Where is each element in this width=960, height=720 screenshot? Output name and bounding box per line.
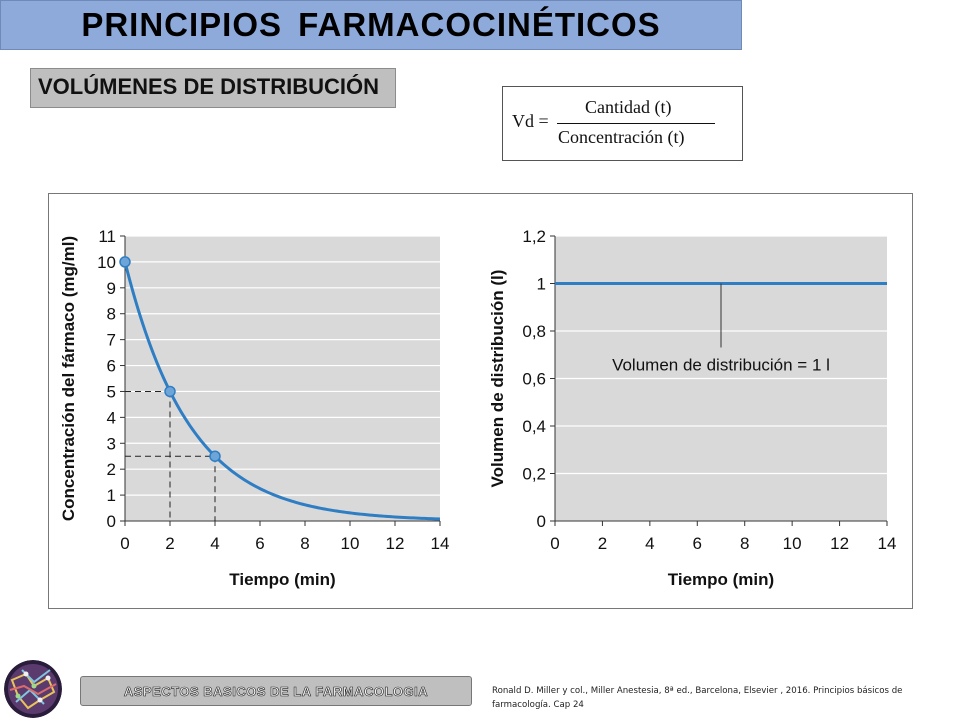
x-tick-label: 10 — [341, 534, 360, 553]
y-tick-label: 2 — [107, 460, 116, 479]
series-line-0-0 — [123, 261, 441, 521]
y-tick-label: 10 — [97, 253, 116, 272]
y-tick-label: 0,6 — [522, 370, 546, 389]
x-tick-label: 12 — [386, 534, 405, 553]
annotation-label: Volumen de distribución = 1 l — [612, 356, 830, 375]
y-tick-label: 0 — [537, 512, 546, 531]
x-tick-label: 8 — [740, 534, 749, 553]
y-tick-label: 3 — [107, 434, 116, 453]
x-tick-label: 2 — [598, 534, 607, 553]
plot-area-0 — [125, 236, 440, 521]
footer-banner: ASPECTOS BASICOS DE LA FARMACOLOGIA — [80, 676, 472, 706]
molecule-logo-icon — [4, 660, 62, 718]
y-tick-label: 8 — [107, 305, 116, 324]
x-tick-label: 14 — [431, 534, 450, 553]
data-point — [119, 256, 131, 268]
y-tick-label: 5 — [107, 382, 116, 401]
fraction-bar — [557, 123, 715, 124]
x-axis-label: Tiempo (min) — [668, 570, 774, 589]
data-point — [209, 450, 221, 462]
x-tick-label: 0 — [550, 534, 559, 553]
y-tick-label: 7 — [107, 331, 116, 350]
slide-subtitle: VOLÚMENES DE DISTRIBUCIÓN — [38, 74, 380, 99]
y-tick-label: 0,4 — [522, 417, 546, 436]
x-tick-label: 4 — [645, 534, 654, 553]
subtitle-box — [30, 68, 396, 108]
figure-panel: 0 1 2 3 4 5 6 7 8 9 10 11 0 2 4 6 8 10 12 14 Tiempo (min) Con… — [48, 193, 913, 609]
formula-denominator: Concentración (t) — [558, 127, 685, 147]
x-tick-label: 4 — [210, 534, 219, 553]
formula-lhs: Vd = — [512, 111, 549, 131]
x-tick-label: 10 — [783, 534, 802, 553]
y-tick-label: 0,8 — [522, 322, 546, 341]
citation-text: Ronald D. Miller y col., Miller Anestesi… — [492, 686, 903, 710]
x-tick-label: 2 — [165, 534, 174, 553]
x-tick-label: 8 — [300, 534, 309, 553]
x-tick-label: 14 — [878, 534, 897, 553]
slide-title: PRINCIPIOS FARMACOCINÉTICOS — [81, 6, 661, 43]
x-axis-label: Tiempo (min) — [229, 570, 335, 589]
molecule-logo — [4, 660, 62, 718]
formula-numerator: Cantidad (t) — [585, 97, 672, 117]
x-tick-label: 12 — [830, 534, 849, 553]
footer-banner-text: ASPECTOS BASICOS DE LA FARMACOLOGIA — [123, 683, 429, 699]
data-point — [164, 385, 176, 398]
y-tick-label: 0 — [107, 512, 116, 531]
y-tick-label: 1 — [107, 486, 116, 505]
title-bar: PRINCIPIOS FARMACOCINÉTICOS — [0, 0, 742, 50]
y-tick-label: 1 — [537, 275, 546, 294]
y-axis-label: Concentración del fármaco (mg/ml) — [59, 236, 78, 521]
y-tick-label: 9 — [107, 279, 116, 298]
vd-formula: Vd = Cantidad (t) Concentración (t) — [502, 86, 743, 161]
y-axis-label: Volumen de distribución (l) — [488, 270, 507, 488]
y-tick-label: 6 — [107, 357, 116, 376]
y-tick-label: 0,2 — [522, 465, 546, 484]
y-tick-label: 11 — [98, 227, 116, 246]
y-tick-label: 4 — [107, 408, 116, 427]
x-tick-label: 0 — [120, 534, 129, 553]
x-tick-label: 6 — [693, 534, 702, 553]
x-tick-label: 6 — [255, 534, 264, 553]
y-tick-label: 1,2 — [522, 227, 546, 246]
